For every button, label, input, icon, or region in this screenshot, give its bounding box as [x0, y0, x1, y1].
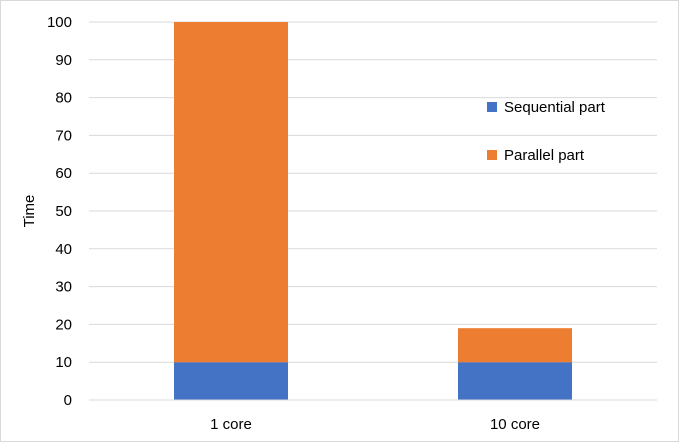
bar-parallel-part-1 — [458, 328, 572, 363]
y-tick-label: 80 — [55, 90, 72, 107]
bar-parallel-part-0 — [174, 22, 288, 363]
y-axis-title: Time — [21, 195, 38, 228]
y-tick-label: 50 — [55, 203, 72, 220]
y-tick-label: 60 — [55, 165, 72, 182]
legend-swatch — [487, 150, 497, 160]
y-axis-ticks: 0 10 20 30 40 50 60 70 80 90 100 — [47, 14, 72, 409]
y-tick-label: 30 — [55, 279, 72, 296]
y-tick-label: 10 — [55, 354, 72, 371]
y-tick-label: 0 — [64, 392, 72, 409]
x-tick-label: 1 core — [210, 416, 252, 433]
bar-sequential-part-0 — [174, 362, 288, 400]
bar-sequential-part-1 — [458, 362, 572, 400]
legend-label: Sequential part — [504, 99, 606, 116]
y-tick-label: 20 — [55, 316, 72, 333]
y-tick-label: 90 — [55, 52, 72, 69]
x-tick-label: 10 core — [490, 416, 540, 433]
y-tick-label: 40 — [55, 241, 72, 258]
legend: Sequential part Parallel part — [487, 99, 606, 164]
legend-swatch — [487, 102, 497, 112]
y-tick-label: 70 — [55, 127, 72, 144]
bars — [174, 22, 572, 400]
x-axis-ticks: 1 core 10 core — [210, 416, 540, 433]
legend-label: Parallel part — [504, 147, 585, 164]
y-tick-label: 100 — [47, 14, 72, 31]
